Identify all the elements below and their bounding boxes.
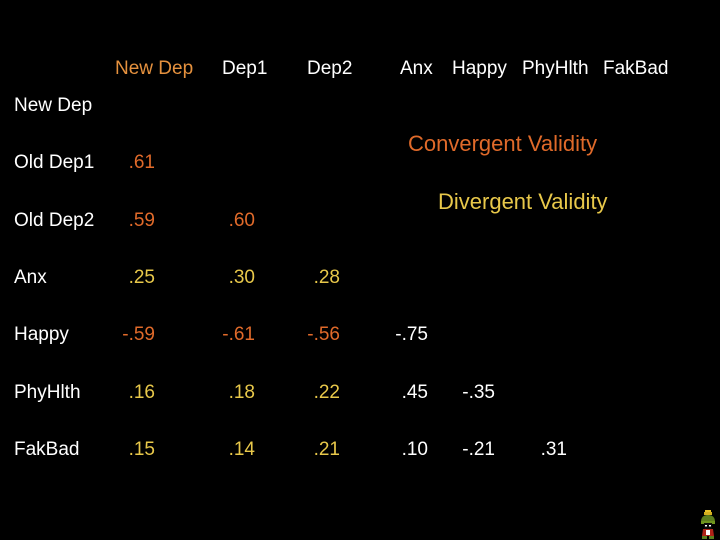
correlation-value: .30 (228, 267, 255, 288)
correlation-value: .18 (228, 382, 255, 403)
correlation-value: .10 (401, 439, 428, 460)
correlation-value: .28 (313, 267, 340, 288)
convergent-validity-label: Convergent Validity (408, 131, 598, 156)
row-label-old-dep2: Old Dep2 (14, 210, 95, 231)
row-label-old-dep1: Old Dep1 (14, 152, 95, 173)
correlation-value: -.21 (462, 439, 495, 460)
column-header-phyhlth: PhyHlth (522, 58, 589, 79)
correlation-value: -.56 (307, 324, 340, 345)
correlation-value: -.35 (462, 382, 495, 403)
correlation-value: .15 (128, 439, 155, 460)
column-header-dep2: Dep2 (307, 58, 353, 79)
marvin-martian-icon (701, 510, 715, 539)
correlation-value: .22 (313, 382, 340, 403)
correlation-value: .59 (128, 210, 155, 231)
row-label-new-dep: New Dep (14, 95, 93, 116)
correlation-value: -.59 (122, 324, 155, 345)
correlation-value: .14 (228, 439, 255, 460)
correlation-value: .21 (313, 439, 340, 460)
correlation-value: .16 (128, 382, 155, 403)
column-header-anx: Anx (400, 58, 433, 79)
correlation-value: .45 (401, 382, 428, 403)
row-label-happy: Happy (14, 324, 69, 345)
correlation-value: -.61 (222, 324, 255, 345)
correlation-value: .25 (128, 267, 155, 288)
column-header-dep1: Dep1 (222, 58, 268, 79)
correlation-value: .60 (228, 210, 255, 231)
row-label-anx: Anx (14, 267, 47, 288)
column-header-fakbad: FakBad (603, 58, 669, 79)
row-label-phyhlth: PhyHlth (14, 382, 81, 403)
row-label-fakbad: FakBad (14, 439, 80, 460)
correlation-value: .31 (540, 439, 567, 460)
column-header-new-dep: New Dep (115, 58, 194, 79)
column-header-happy: Happy (452, 58, 507, 79)
divergent-validity-label: Divergent Validity (438, 189, 608, 214)
correlation-value: .61 (128, 152, 155, 173)
correlation-value: -.75 (395, 324, 428, 345)
